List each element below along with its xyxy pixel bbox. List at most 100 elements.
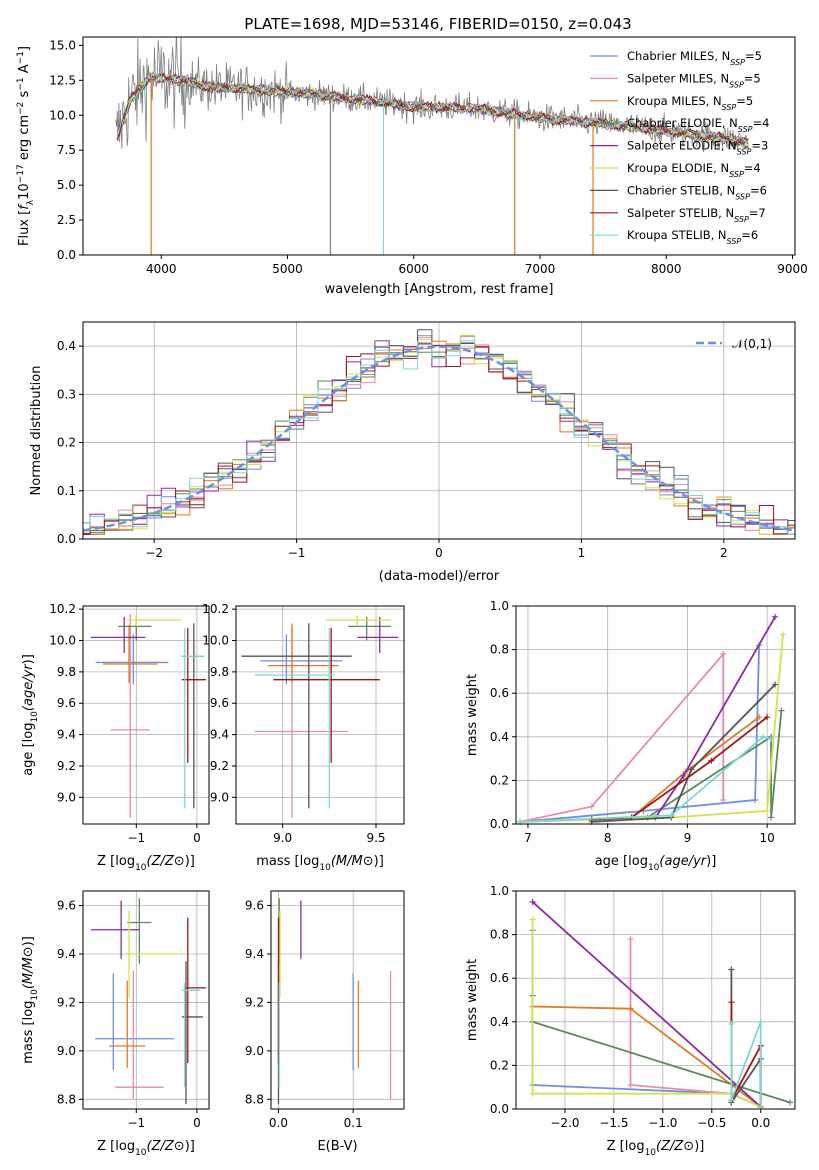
mass-weight-line-5 <box>531 919 762 1108</box>
x-tick-label: 4000 <box>146 262 177 276</box>
axes-1: −2 −1 0 1 2 0.0 0.1 0.2 0.3 0.4 𝒩(0,1) (data-model)… <box>29 321 796 584</box>
y-tick-label: 1.0 <box>490 599 509 613</box>
mass-weight-line-1 <box>519 651 725 823</box>
y-tick-label: 9.6 <box>57 899 76 913</box>
histogram-8 <box>83 340 795 535</box>
y-tick-label: 0.4 <box>490 1015 509 1029</box>
y-tick-label: 9.2 <box>210 759 229 773</box>
x-tick-label: 0 <box>435 546 443 560</box>
y-axis-label: mass weight <box>465 674 480 756</box>
marker <box>529 916 536 923</box>
marker <box>787 1099 794 1106</box>
x-tick-label: 0.0 <box>269 1116 288 1130</box>
y-tick-label: 9.4 <box>57 728 76 742</box>
x-tick-label: 9 <box>684 831 692 845</box>
y-tick-label: 0.6 <box>490 686 509 700</box>
x-tick-label: 6000 <box>398 262 429 276</box>
legend-label-7: Salpeter STELIB, NSSP=7 <box>627 206 766 224</box>
legend-label-0: Chabrier MILES, NSSP=5 <box>627 49 762 67</box>
y-tick-label: 0.4 <box>490 730 509 744</box>
x-axis-label: E(B-V) <box>317 1139 357 1154</box>
marker <box>757 1018 764 1025</box>
y-tick-label: 10.0 <box>202 634 229 648</box>
x-tick-label: 0.0 <box>751 1116 770 1130</box>
marker <box>728 999 735 1006</box>
mass-weight-line-8 <box>519 735 772 823</box>
y-tick-label: 12.5 <box>49 73 76 87</box>
marker <box>680 773 687 780</box>
y-tick-label: 9.6 <box>210 696 229 710</box>
y-tick-label: 0.6 <box>490 971 509 985</box>
marker <box>778 707 785 714</box>
axes-frame <box>82 321 796 540</box>
axes-frame <box>82 890 210 1110</box>
marker <box>720 650 727 657</box>
y-tick-label: 9.0 <box>57 1044 76 1058</box>
y-axis-label: age [log10(age/yr)] <box>21 654 40 776</box>
y-tick-label: 10.2 <box>202 602 229 616</box>
marker <box>588 803 595 810</box>
x-tick-label: 0 <box>193 1116 201 1130</box>
x-tick-label: −1.5 <box>599 1116 628 1130</box>
y-tick-label: 8.8 <box>245 1092 264 1106</box>
legend-label-5: Kroupa ELODIE, NSSP=4 <box>627 161 761 179</box>
y-tick-label: 0.0 <box>57 532 76 546</box>
y-tick-label: 9.0 <box>245 1044 264 1058</box>
plots-layer: 4000 5000 6000 7000 8000 90000.02.55.07.510.0… <box>16 36 808 1158</box>
y-tick-label: 9.4 <box>57 947 76 961</box>
y-axis-label: mass weight <box>465 959 480 1041</box>
axes-frame <box>270 890 405 1110</box>
x-tick-label: −1 <box>127 1116 145 1130</box>
y-tick-label: 10.0 <box>49 108 76 122</box>
y-tick-label: 9.4 <box>245 947 264 961</box>
mass-weight-line-8 <box>730 1021 762 1107</box>
normal-curve <box>82 345 796 532</box>
axes-frame <box>235 605 405 825</box>
axes-6: 0.0 0.1 8.8 9.0 9.2 9.4 9.6 E(B-V) <box>245 890 405 1154</box>
marker <box>764 807 771 814</box>
axes-5: −1 0 8.8 9.0 9.2 9.4 9.6 Z [log10(Z/Z⊙)] mass [l… <box>21 890 210 1158</box>
marker <box>708 757 715 764</box>
y-tick-label: 7.5 <box>57 143 76 157</box>
figure-title: PLATE=1698, MJD=53146, FIBERID=0150, z=0… <box>244 15 631 33</box>
mass-weight-line-7 <box>591 716 768 821</box>
axes-4: 7 8 9 10 0.0 0.2 0.4 0.6 0.8 1.0 mass weight age [l… <box>465 599 796 873</box>
legend-label-4: Salpeter ELODIE, NSSP=3 <box>627 139 768 157</box>
x-axis-label: mass [log10(M/M⊙)] <box>256 854 384 873</box>
marker <box>529 898 536 905</box>
marker <box>728 1020 735 1027</box>
x-tick-label: −0.5 <box>697 1116 726 1130</box>
x-tick-label: −1.0 <box>648 1116 677 1130</box>
y-tick-label: 0.0 <box>490 1102 509 1116</box>
axes-frame <box>82 36 796 256</box>
x-tick-label: 5000 <box>272 262 303 276</box>
x-axis-label: Z [log10(Z/Z⊙)] <box>97 854 195 873</box>
x-axis-label: Z [log10(Z/Z⊙)] <box>97 1139 195 1158</box>
x-tick-label: 0.1 <box>344 1116 363 1130</box>
marker <box>720 797 727 804</box>
y-tick-label: 1.0 <box>490 884 509 898</box>
axes-0: 4000 5000 6000 7000 8000 9000 0.0 2.5 5.0 7.5 10.0… <box>16 36 808 297</box>
x-tick-label: −2 <box>145 546 163 560</box>
marker <box>688 766 695 773</box>
marker <box>752 797 759 804</box>
y-tick-label: 0.3 <box>57 387 76 401</box>
y-axis-label: Normed distribution <box>29 366 44 496</box>
x-tick-label: 10 <box>759 831 774 845</box>
mass-weight-line-0 <box>519 645 760 823</box>
marker <box>772 681 779 688</box>
marker <box>529 1090 536 1097</box>
model-spectrum-8 <box>116 69 749 145</box>
y-axis-label: mass [log10(M/M⊙)] <box>21 936 40 1064</box>
marker <box>627 1082 634 1089</box>
marker <box>764 714 771 721</box>
legend-label-1: Salpeter MILES, NSSP=5 <box>627 71 761 89</box>
marker <box>768 735 775 742</box>
y-axis-label: Flux [fλ10−17 erg cm−2 s−1 A−1] <box>16 46 36 246</box>
marker <box>627 1005 634 1012</box>
y-tick-label: 0.4 <box>57 339 76 353</box>
y-tick-label: 9.2 <box>57 759 76 773</box>
marker <box>756 714 763 721</box>
x-tick-label: 1 <box>578 546 586 560</box>
x-axis-label: age [log10(age/yr)] <box>595 854 717 873</box>
